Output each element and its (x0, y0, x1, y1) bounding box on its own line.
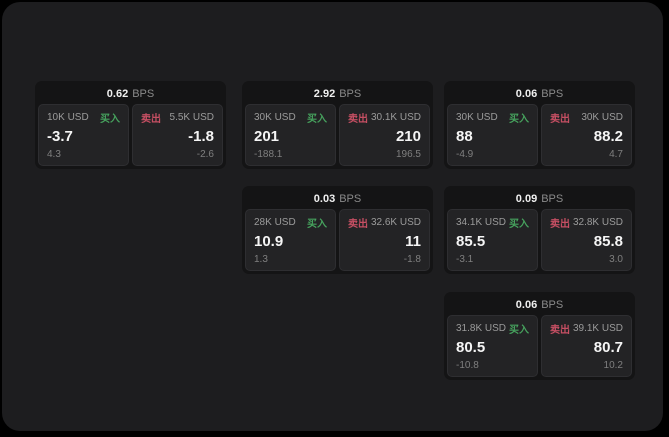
buy-price: 85.5 (456, 232, 486, 250)
buy-delta: -10.8 (456, 360, 479, 371)
sell-delta: 196.5 (395, 149, 421, 160)
bps-unit: BPS (132, 88, 155, 100)
sell-panel[interactable]: 卖出 39.1K USD 80.7 10.2 (541, 315, 632, 377)
quote-card[interactable]: 2.92 BPS 30K USD 买入 201 -188.1 卖出 30.1K … (242, 81, 433, 169)
sell-delta: -2.6 (196, 149, 214, 160)
sell-side-label: 卖出 (348, 114, 368, 125)
quote-card[interactable]: 0.62 BPS 10K USD 买入 -3.7 4.3 卖出 5.5K USD… (35, 81, 226, 169)
card-header: 0.03 BPS (245, 189, 430, 209)
bps-unit: BPS (541, 88, 564, 100)
bps-unit: BPS (541, 299, 564, 311)
sell-price: 210 (395, 127, 421, 145)
buy-panel[interactable]: 30K USD 买入 201 -188.1 (245, 104, 336, 166)
buy-side-label: 买入 (509, 114, 529, 125)
buy-price: 10.9 (254, 232, 284, 250)
buy-delta: -4.9 (456, 149, 474, 160)
buy-notional: 10K USD (47, 112, 89, 123)
sell-notional: 32.6K USD (370, 217, 421, 228)
sell-side-label: 卖出 (550, 219, 570, 230)
quote-card[interactable]: 0.03 BPS 28K USD 买入 10.9 1.3 卖出 32.6K US… (242, 186, 433, 274)
sell-side-label: 卖出 (141, 114, 161, 125)
quote-panels: 10K USD 买入 -3.7 4.3 卖出 5.5K USD -1.8 -2.… (38, 104, 223, 166)
quote-card[interactable]: 0.06 BPS 31.8K USD 买入 80.5 -10.8 卖出 39.1… (444, 292, 635, 380)
bps-unit: BPS (339, 193, 362, 205)
card-header: 0.62 BPS (38, 84, 223, 104)
buy-delta: -188.1 (254, 149, 283, 160)
sell-notional: 5.5K USD (169, 112, 214, 123)
quote-panels: 34.1K USD 买入 85.5 -3.1 卖出 32.8K USD 85.8… (447, 209, 632, 271)
buy-panel[interactable]: 30K USD 买入 88 -4.9 (447, 104, 538, 166)
sell-notional: 39.1K USD (572, 323, 623, 334)
buy-notional: 30K USD (254, 112, 296, 123)
bps-value: 0.06 (515, 299, 538, 311)
quote-panels: 30K USD 买入 201 -188.1 卖出 30.1K USD 210 1… (245, 104, 430, 166)
sell-price: 11 (405, 232, 421, 250)
buy-price: 88 (456, 127, 473, 145)
sell-price: 88.2 (593, 127, 623, 145)
buy-notional: 30K USD (456, 112, 498, 123)
buy-side-label: 买入 (509, 219, 529, 230)
card-header: 0.09 BPS (447, 189, 632, 209)
quote-panels: 30K USD 买入 88 -4.9 卖出 30K USD 88.2 4.7 (447, 104, 632, 166)
sell-delta: 4.7 (609, 149, 623, 160)
card-header: 2.92 BPS (245, 84, 430, 104)
sell-panel[interactable]: 卖出 30K USD 88.2 4.7 (541, 104, 632, 166)
sell-delta: 3.0 (609, 254, 623, 265)
sell-notional: 30.1K USD (370, 112, 421, 123)
buy-notional: 34.1K USD (456, 217, 507, 228)
sell-delta: -1.8 (403, 254, 421, 265)
sell-price: 85.8 (593, 232, 623, 250)
buy-panel[interactable]: 10K USD 买入 -3.7 4.3 (38, 104, 129, 166)
card-header: 0.06 BPS (447, 84, 632, 104)
sell-side-label: 卖出 (550, 114, 570, 125)
buy-side-label: 买入 (307, 219, 327, 230)
bps-unit: BPS (541, 193, 564, 205)
sell-panel[interactable]: 卖出 5.5K USD -1.8 -2.6 (132, 104, 223, 166)
buy-panel[interactable]: 28K USD 买入 10.9 1.3 (245, 209, 336, 271)
buy-notional: 31.8K USD (456, 323, 507, 334)
bps-unit: BPS (339, 88, 362, 100)
sell-price: 80.7 (593, 338, 623, 356)
buy-delta: 1.3 (254, 254, 268, 265)
bps-value: 0.03 (313, 193, 336, 205)
sell-panel[interactable]: 卖出 30.1K USD 210 196.5 (339, 104, 430, 166)
buy-delta: -3.1 (456, 254, 474, 265)
card-header: 0.06 BPS (447, 295, 632, 315)
sell-notional: 30K USD (581, 112, 623, 123)
buy-delta: 4.3 (47, 149, 61, 160)
quote-card[interactable]: 0.06 BPS 30K USD 买入 88 -4.9 卖出 30K USD 8… (444, 81, 635, 169)
quote-panels: 28K USD 买入 10.9 1.3 卖出 32.6K USD 11 -1.8 (245, 209, 430, 271)
bps-value: 0.62 (106, 88, 129, 100)
sell-side-label: 卖出 (550, 325, 570, 336)
buy-price: 201 (254, 127, 280, 145)
app-surface: 0.62 BPS 10K USD 买入 -3.7 4.3 卖出 5.5K USD… (2, 2, 663, 431)
sell-price: -1.8 (188, 127, 214, 145)
bps-value: 2.92 (313, 88, 336, 100)
buy-notional: 28K USD (254, 217, 296, 228)
bps-value: 0.09 (515, 193, 538, 205)
buy-side-label: 买入 (307, 114, 327, 125)
buy-panel[interactable]: 34.1K USD 买入 85.5 -3.1 (447, 209, 538, 271)
sell-notional: 32.8K USD (572, 217, 623, 228)
sell-side-label: 卖出 (348, 219, 368, 230)
quote-panels: 31.8K USD 买入 80.5 -10.8 卖出 39.1K USD 80.… (447, 315, 632, 377)
bps-value: 0.06 (515, 88, 538, 100)
quote-card[interactable]: 0.09 BPS 34.1K USD 买入 85.5 -3.1 卖出 32.8K… (444, 186, 635, 274)
sell-delta: 10.2 (603, 360, 623, 371)
sell-panel[interactable]: 卖出 32.6K USD 11 -1.8 (339, 209, 430, 271)
buy-side-label: 买入 (509, 325, 529, 336)
buy-price: 80.5 (456, 338, 486, 356)
buy-side-label: 买入 (100, 114, 120, 125)
sell-panel[interactable]: 卖出 32.8K USD 85.8 3.0 (541, 209, 632, 271)
buy-panel[interactable]: 31.8K USD 买入 80.5 -10.8 (447, 315, 538, 377)
buy-price: -3.7 (47, 127, 73, 145)
